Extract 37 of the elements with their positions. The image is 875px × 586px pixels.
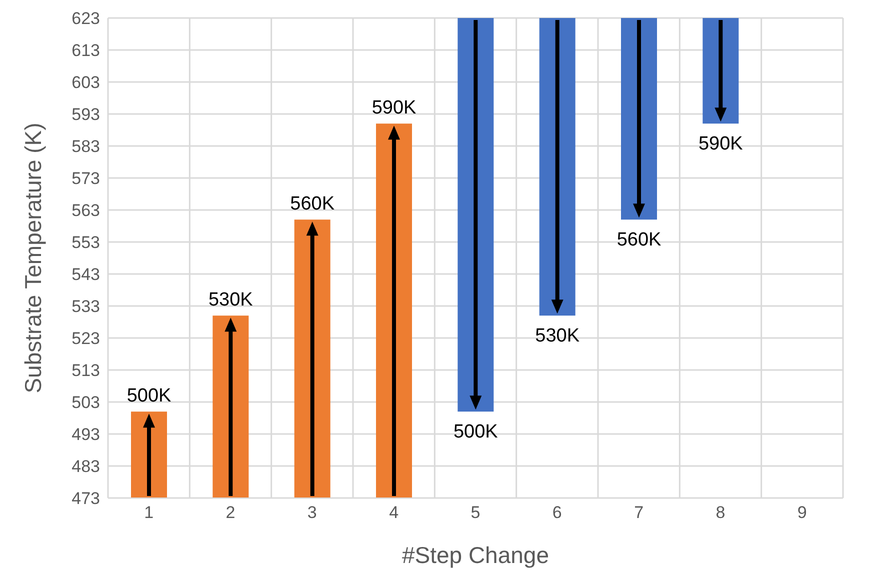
data-label: 500K xyxy=(126,386,172,407)
data-label: 590K xyxy=(698,134,744,155)
data-label: 560K xyxy=(616,230,662,251)
data-label: 500K xyxy=(453,422,498,443)
x-axis-title: #Step Change xyxy=(402,542,550,568)
y-tick-label: 553 xyxy=(72,233,100,252)
x-tick-label: 4 xyxy=(389,503,399,522)
x-tick-label: 7 xyxy=(634,503,644,522)
x-tick-label: 6 xyxy=(552,503,562,522)
data-label: 530K xyxy=(535,326,580,347)
x-tick-label: 5 xyxy=(470,503,480,522)
x-tick-label: 2 xyxy=(226,503,236,522)
data-label: 530K xyxy=(208,290,254,311)
y-tick-label: 613 xyxy=(72,41,100,60)
y-tick-label: 493 xyxy=(72,425,100,444)
x-tick-label: 8 xyxy=(716,503,726,522)
x-tick-label: 1 xyxy=(144,503,154,522)
y-axis-title: Substrate Temperature (K) xyxy=(20,122,46,394)
data-label: 560K xyxy=(290,194,335,215)
y-tick-label: 523 xyxy=(72,329,100,348)
y-tick-label: 483 xyxy=(72,457,100,476)
y-tick-label: 563 xyxy=(72,201,100,220)
y-tick-label: 583 xyxy=(72,137,100,156)
y-tick-label: 543 xyxy=(72,265,100,284)
y-tick-label: 603 xyxy=(72,73,100,92)
x-tick-label: 9 xyxy=(797,503,807,522)
y-tick-label: 533 xyxy=(72,297,100,316)
y-tick-label: 593 xyxy=(72,105,100,124)
bar xyxy=(376,124,412,498)
y-tick-label: 573 xyxy=(72,169,100,188)
y-tick-label: 473 xyxy=(72,489,100,508)
y-tick-label: 503 xyxy=(72,393,100,412)
x-tick-label: 3 xyxy=(307,503,317,522)
y-tick-label: 623 xyxy=(72,9,100,28)
y-tick-label: 513 xyxy=(72,361,100,380)
data-label: 590K xyxy=(372,98,417,119)
bar xyxy=(458,18,494,412)
